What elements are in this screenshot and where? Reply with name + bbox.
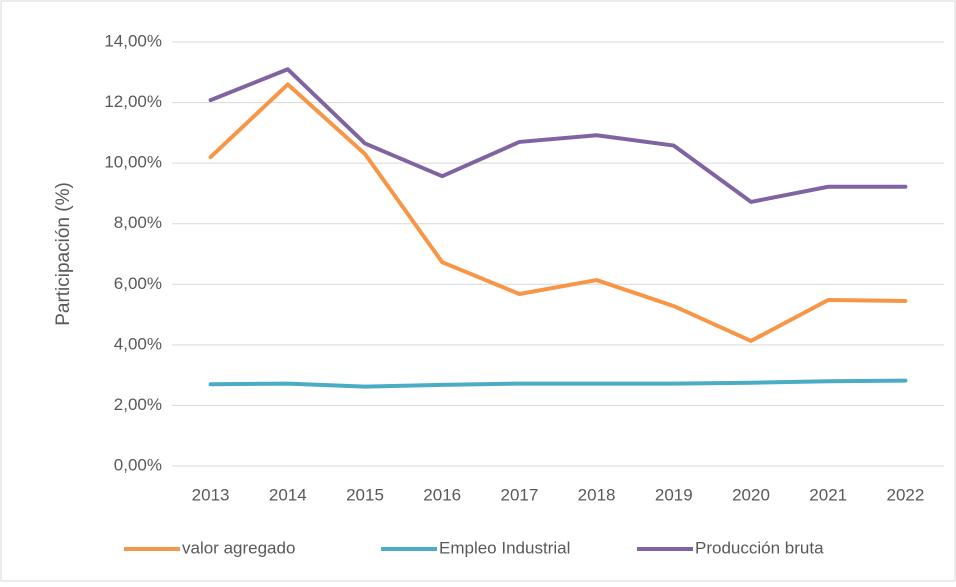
y-tick-label: 2,00% xyxy=(114,395,162,414)
x-tick-label: 2021 xyxy=(809,485,847,504)
legend-label: valor agregado xyxy=(182,538,295,557)
x-tick-label: 2013 xyxy=(192,485,230,504)
series-line xyxy=(208,67,908,204)
x-tick-label: 2022 xyxy=(886,485,924,504)
y-tick-label: 8,00% xyxy=(114,213,162,232)
legend-label: Producción bruta xyxy=(695,538,824,557)
y-tick-label: 4,00% xyxy=(114,334,162,353)
y-tick-label: 0,00% xyxy=(114,455,162,474)
x-tick-label: 2020 xyxy=(732,485,770,504)
y-tick-label: 14,00% xyxy=(104,31,162,50)
x-tick-label: 2018 xyxy=(578,485,616,504)
series-line xyxy=(208,82,908,343)
x-tick-label: 2017 xyxy=(500,485,538,504)
y-tick-label: 12,00% xyxy=(104,92,162,111)
x-tick-label: 2015 xyxy=(346,485,384,504)
series-line xyxy=(208,378,908,389)
y-tick-label: 10,00% xyxy=(104,153,162,172)
x-tick-label: 2014 xyxy=(269,485,307,504)
y-axis-label: Participación (%) xyxy=(53,182,74,326)
y-tick-label: 6,00% xyxy=(114,274,162,293)
x-tick-label: 2016 xyxy=(423,485,461,504)
legend-label: Empleo Industrial xyxy=(439,538,570,557)
x-tick-label: 2019 xyxy=(655,485,693,504)
